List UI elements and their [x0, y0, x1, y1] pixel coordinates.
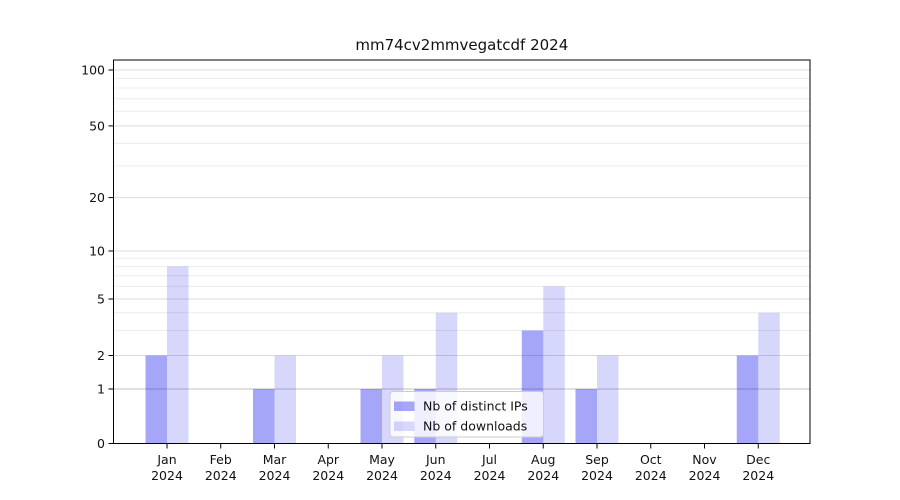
- legend-label: Nb of downloads: [423, 419, 527, 434]
- y-tick-label: 10: [89, 243, 105, 258]
- y-tick-label: 1: [97, 381, 105, 396]
- chart-title: mm74cv2mmvegatcdf 2024: [355, 36, 568, 54]
- plot-border: [113, 59, 811, 444]
- y-tick-label: 5: [97, 291, 105, 306]
- x-tick-label-year: 2024: [581, 468, 613, 483]
- bar-distinct-ips: [360, 389, 382, 444]
- legend-swatch: [394, 421, 415, 431]
- legend-box: [389, 391, 544, 438]
- x-tick-label-year: 2024: [366, 468, 398, 483]
- bar-distinct-ips: [736, 355, 759, 444]
- x-tick-label-year: 2024: [205, 468, 237, 483]
- x-tick-label-month: Jul: [481, 452, 497, 467]
- legend-label: Nb of distinct IPs: [423, 399, 528, 414]
- x-tick-label-month: Sep: [585, 452, 609, 467]
- x-tick-label-month: Nov: [692, 452, 717, 467]
- legend-swatch: [394, 401, 415, 411]
- x-tick-label-month: Jan: [156, 452, 176, 467]
- x-tick-label-year: 2024: [635, 468, 667, 483]
- x-tick-label-year: 2024: [527, 468, 559, 483]
- y-tick-label: 50: [89, 118, 105, 133]
- bar-distinct-ips: [253, 389, 275, 444]
- y-tick-label: 20: [89, 190, 105, 205]
- gridlines: [113, 69, 810, 390]
- bar-downloads: [758, 312, 780, 444]
- x-tick-label-year: 2024: [742, 468, 774, 483]
- bar-downloads: [167, 266, 189, 444]
- y-tick-label: 0: [97, 436, 105, 451]
- y-tick-label: 2: [97, 348, 105, 363]
- x-tick-label-month: Jun: [425, 452, 446, 467]
- x-tick-label-year: 2024: [151, 468, 183, 483]
- x-tick-label-month: Aug: [531, 452, 555, 467]
- bar-distinct-ips: [575, 389, 597, 444]
- axes: [108, 59, 811, 449]
- legend: Nb of distinct IPs Nb of downloads: [389, 391, 544, 438]
- x-tick-label-month: May: [369, 452, 395, 467]
- x-tick-label-year: 2024: [689, 468, 721, 483]
- x-tick-label-year: 2024: [259, 468, 291, 483]
- bar-downloads: [597, 355, 619, 444]
- bar-downloads: [543, 286, 565, 444]
- x-tick-label-month: Mar: [263, 452, 287, 467]
- x-tick-label-year: 2024: [474, 468, 506, 483]
- x-tick-label-month: Dec: [746, 452, 770, 467]
- x-tick-label-year: 2024: [312, 468, 344, 483]
- bar-distinct-ips: [145, 355, 167, 444]
- bar-downloads: [274, 355, 296, 444]
- y-tick-label: 100: [81, 62, 105, 77]
- x-tick-label-year: 2024: [420, 468, 452, 483]
- axis-labels: 0125102050100Jan2024Feb2024Mar2024Apr202…: [81, 62, 774, 483]
- x-tick-label-month: Feb: [210, 452, 232, 467]
- x-tick-label-month: Oct: [640, 452, 662, 467]
- x-tick-label-month: Apr: [317, 452, 339, 467]
